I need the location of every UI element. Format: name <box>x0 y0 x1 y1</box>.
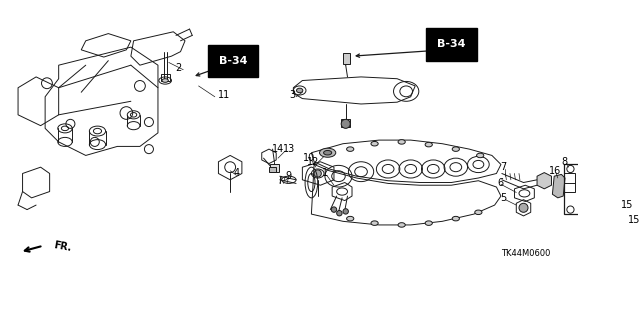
Text: 5: 5 <box>500 193 507 203</box>
Ellipse shape <box>452 147 460 152</box>
Text: 14: 14 <box>272 144 284 154</box>
Polygon shape <box>552 174 565 198</box>
Text: 3: 3 <box>289 90 296 100</box>
Text: 15: 15 <box>621 200 634 210</box>
Circle shape <box>332 207 337 212</box>
Ellipse shape <box>371 221 378 226</box>
Ellipse shape <box>398 140 405 144</box>
Text: 8: 8 <box>561 157 567 167</box>
Circle shape <box>634 239 640 248</box>
Ellipse shape <box>452 216 460 221</box>
Ellipse shape <box>398 223 405 227</box>
Bar <box>269 167 276 172</box>
Text: B-34: B-34 <box>437 40 465 49</box>
Bar <box>270 165 279 172</box>
Ellipse shape <box>477 153 484 158</box>
Bar <box>161 74 170 81</box>
Bar <box>564 165 611 214</box>
Text: 1: 1 <box>322 168 328 179</box>
Ellipse shape <box>347 216 354 221</box>
Ellipse shape <box>319 148 336 157</box>
Text: 6: 6 <box>497 177 503 188</box>
Ellipse shape <box>162 79 168 82</box>
Text: 9: 9 <box>286 171 292 181</box>
Circle shape <box>341 119 350 128</box>
Ellipse shape <box>296 88 303 93</box>
Ellipse shape <box>371 141 378 146</box>
Ellipse shape <box>425 142 433 147</box>
Text: 4: 4 <box>234 168 239 179</box>
Text: 2: 2 <box>175 63 182 73</box>
Text: 12: 12 <box>307 157 319 167</box>
Text: TK44M0600: TK44M0600 <box>502 249 551 258</box>
Text: 13: 13 <box>283 144 295 154</box>
Text: 16: 16 <box>549 166 561 176</box>
Circle shape <box>314 170 321 177</box>
Ellipse shape <box>324 151 332 155</box>
Text: 7: 7 <box>500 162 507 172</box>
Bar <box>564 174 575 191</box>
Text: 11: 11 <box>218 90 230 100</box>
Bar <box>343 54 350 64</box>
Text: B-34: B-34 <box>219 56 247 66</box>
Text: 10: 10 <box>303 153 315 163</box>
Text: 15: 15 <box>628 214 640 225</box>
Ellipse shape <box>475 210 482 215</box>
Ellipse shape <box>347 147 354 152</box>
Circle shape <box>519 203 528 212</box>
Circle shape <box>343 209 348 214</box>
Ellipse shape <box>425 221 433 226</box>
Circle shape <box>624 222 633 231</box>
Circle shape <box>616 210 625 219</box>
Text: 15: 15 <box>639 231 640 241</box>
Circle shape <box>337 211 342 216</box>
Polygon shape <box>537 173 552 189</box>
Bar <box>341 119 350 127</box>
Text: FR.: FR. <box>52 240 72 253</box>
